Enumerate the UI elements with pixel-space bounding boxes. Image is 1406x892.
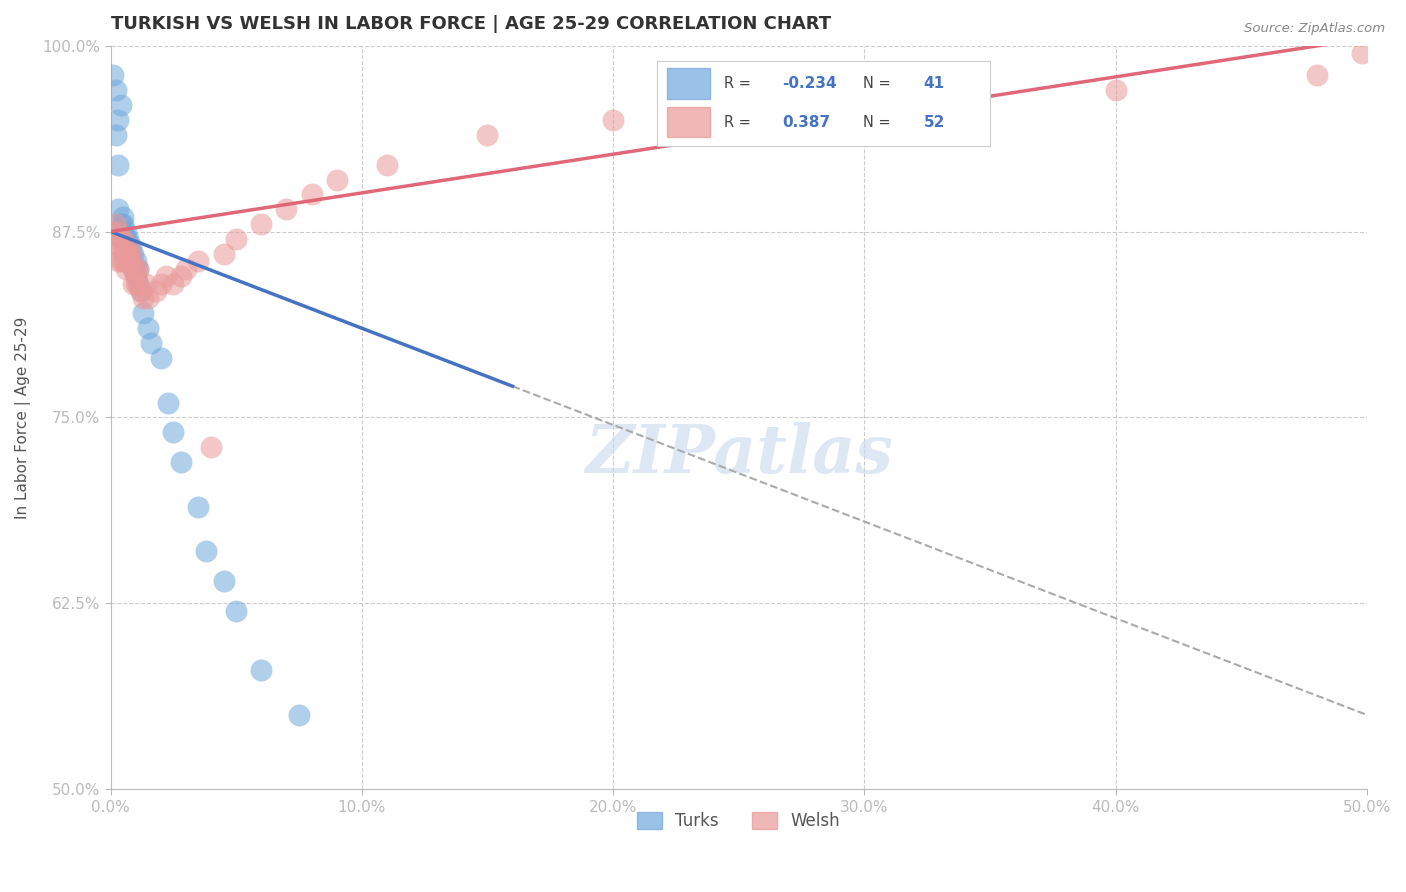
Point <box>120 254 142 268</box>
Point <box>145 284 167 298</box>
Point <box>124 269 146 284</box>
Point <box>200 440 222 454</box>
Point <box>1351 46 1374 61</box>
Point <box>114 247 136 261</box>
Y-axis label: In Labor Force | Age 25-29: In Labor Force | Age 25-29 <box>15 317 31 518</box>
Point <box>117 254 139 268</box>
Point <box>110 254 132 268</box>
Point <box>170 269 193 284</box>
Point <box>225 232 247 246</box>
Point <box>104 217 127 231</box>
Point <box>127 277 149 291</box>
Point <box>114 232 136 246</box>
Point <box>250 217 273 231</box>
Point <box>212 574 235 588</box>
Point <box>110 217 132 231</box>
Point <box>136 292 159 306</box>
Point <box>149 351 172 365</box>
Point <box>112 254 135 268</box>
Point <box>174 261 197 276</box>
Point <box>122 261 145 276</box>
Point <box>139 336 162 351</box>
Point <box>107 113 129 128</box>
Point <box>124 254 146 268</box>
Point <box>104 83 127 97</box>
Point <box>107 202 129 217</box>
Point <box>110 98 132 112</box>
Point <box>225 604 247 618</box>
Point <box>112 217 135 231</box>
Point <box>477 128 499 142</box>
Point <box>117 254 139 268</box>
Point <box>602 113 624 128</box>
Point <box>110 239 132 253</box>
Point <box>170 455 193 469</box>
Point <box>107 158 129 172</box>
Text: Source: ZipAtlas.com: Source: ZipAtlas.com <box>1244 22 1385 36</box>
Point <box>104 232 127 246</box>
Point <box>127 261 149 276</box>
Point <box>375 158 398 172</box>
Point <box>187 254 209 268</box>
Point <box>276 202 298 217</box>
Point <box>114 261 136 276</box>
Point <box>117 239 139 253</box>
Point <box>107 225 129 239</box>
Point <box>325 172 347 186</box>
Point <box>195 544 218 558</box>
Point <box>114 247 136 261</box>
Point <box>117 247 139 261</box>
Point <box>107 239 129 253</box>
Point <box>853 98 876 112</box>
Point <box>127 261 149 276</box>
Point <box>129 284 152 298</box>
Point <box>114 225 136 239</box>
Point <box>155 269 177 284</box>
Text: ZIPatlas: ZIPatlas <box>585 422 893 487</box>
Point <box>120 239 142 253</box>
Point <box>124 261 146 276</box>
Point <box>110 232 132 246</box>
Point <box>162 277 184 291</box>
Point <box>122 277 145 291</box>
Point <box>112 225 135 239</box>
Point <box>122 247 145 261</box>
Point <box>129 284 152 298</box>
Point <box>250 663 273 677</box>
Point <box>1305 69 1327 83</box>
Legend: Turks, Welsh: Turks, Welsh <box>630 805 846 837</box>
Point <box>157 395 180 409</box>
Point <box>127 277 149 291</box>
Point <box>110 232 132 246</box>
Point <box>187 500 209 514</box>
Point <box>117 232 139 246</box>
Point <box>135 277 157 291</box>
Point <box>1104 83 1126 97</box>
Point <box>149 277 172 291</box>
Point <box>124 269 146 284</box>
Point <box>112 232 135 246</box>
Point <box>132 292 155 306</box>
Point <box>301 187 323 202</box>
Point <box>122 261 145 276</box>
Point <box>212 247 235 261</box>
Point <box>124 277 146 291</box>
Point <box>101 225 124 239</box>
Point <box>112 232 135 246</box>
Point <box>117 247 139 261</box>
Point <box>114 254 136 268</box>
Point <box>104 128 127 142</box>
Point <box>162 425 184 440</box>
Point <box>120 254 142 268</box>
Point <box>120 247 142 261</box>
Point <box>112 210 135 224</box>
Point <box>101 69 124 83</box>
Point <box>136 321 159 335</box>
Text: TURKISH VS WELSH IN LABOR FORCE | AGE 25-29 CORRELATION CHART: TURKISH VS WELSH IN LABOR FORCE | AGE 25… <box>111 15 831 33</box>
Point <box>288 707 311 722</box>
Point <box>132 306 155 320</box>
Point <box>107 254 129 268</box>
Point <box>112 247 135 261</box>
